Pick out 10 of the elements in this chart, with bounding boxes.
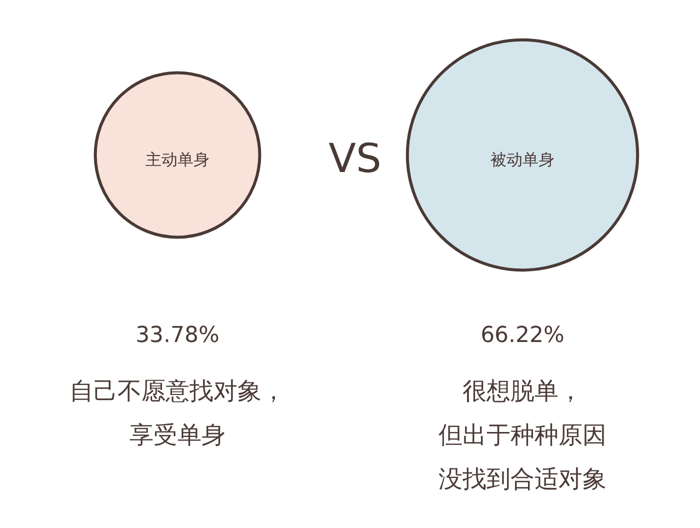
data-label: 33.78% xyxy=(136,323,220,348)
category-label: 主动单身 xyxy=(146,150,210,169)
text: VS xyxy=(328,136,382,182)
text: 没找到合适对象 xyxy=(438,465,606,493)
text: 很想脱单， xyxy=(462,377,582,405)
text: 自己不愿意找对象， xyxy=(70,377,286,405)
text: 享受单身 xyxy=(130,421,226,449)
category-label: 被动单身 xyxy=(490,150,554,169)
data-label: 66.22% xyxy=(480,323,564,348)
text: 但出于种种原因 xyxy=(438,421,606,449)
